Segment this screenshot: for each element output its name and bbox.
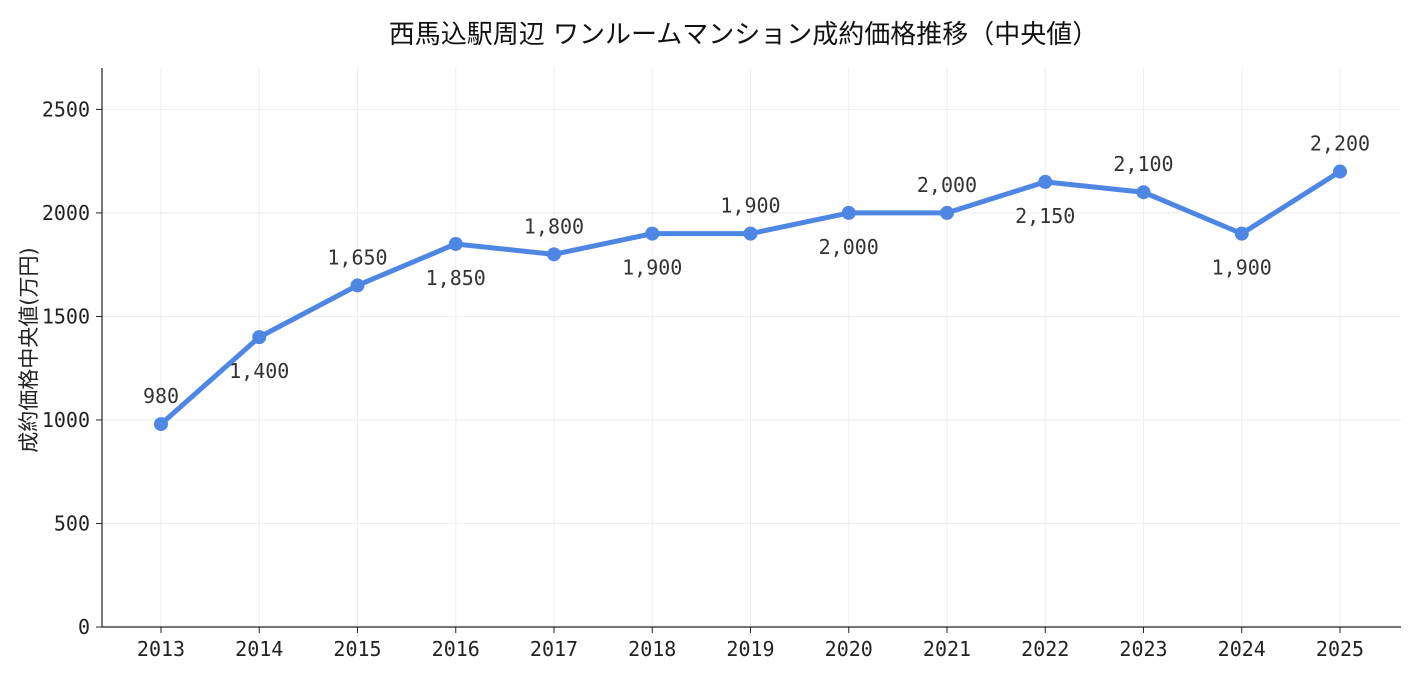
data-point — [940, 205, 954, 220]
data-label: 2,000 — [917, 173, 977, 197]
data-point — [1136, 185, 1151, 200]
chart-title: 西馬込駅周辺 ワンルームマンション成約価格推移（中央値） — [388, 20, 1099, 50]
x-tick-label: 2017 — [530, 637, 578, 661]
y-tick-label: 2500 — [42, 97, 90, 121]
x-tick-label: 2013 — [137, 637, 185, 661]
data-point — [252, 330, 267, 345]
data-label: 1,400 — [229, 359, 289, 383]
data-point — [645, 226, 660, 241]
y-tick-labels: 0 500 1000 1500 2000 2500 — [42, 97, 90, 639]
x-tick-labels: 2013 2014 2015 2016 2017 2018 2019 2020 2021 2022… — [137, 637, 1364, 661]
data-point — [743, 226, 758, 241]
data-labels: 980 1,400 1,650 1,850 1,800 1,900 1,900 2,000 2,… — [143, 132, 1370, 409]
y-tick-label: 1500 — [42, 304, 90, 328]
y-tick-label: 500 — [54, 511, 90, 535]
y-tick-label: 1000 — [42, 408, 90, 432]
data-label: 2,150 — [1015, 204, 1075, 228]
data-label: 2,000 — [819, 235, 879, 259]
axes — [96, 68, 1401, 633]
data-label: 2,200 — [1310, 132, 1370, 156]
x-tick-label: 2023 — [1119, 637, 1167, 661]
y-tick-label: 0 — [78, 615, 90, 639]
data-point — [547, 247, 561, 262]
x-tick-label: 2019 — [726, 637, 774, 661]
data-point — [1234, 226, 1249, 241]
x-tick-label: 2024 — [1218, 637, 1266, 661]
data-point — [350, 278, 365, 293]
data-point — [841, 205, 856, 220]
data-label: 1,900 — [720, 194, 780, 218]
data-label: 1,900 — [1212, 256, 1272, 280]
data-label: 2,100 — [1113, 152, 1173, 176]
y-tick-label: 2000 — [42, 201, 90, 225]
x-tick-label: 2016 — [432, 637, 480, 661]
x-tick-label: 2022 — [1021, 637, 1069, 661]
data-label: 1,850 — [426, 266, 486, 290]
data-label: 1,800 — [524, 214, 584, 238]
x-tick-label: 2025 — [1316, 637, 1364, 661]
data-label: 980 — [143, 384, 179, 408]
data-point — [154, 417, 168, 432]
x-tick-label: 2014 — [235, 637, 283, 661]
grid-lines — [102, 68, 1401, 627]
x-tick-label: 2021 — [923, 637, 971, 661]
data-label: 1,900 — [622, 256, 682, 280]
data-point — [1038, 174, 1053, 189]
x-tick-label: 2015 — [333, 637, 381, 661]
data-point — [1333, 164, 1347, 179]
x-tick-label: 2018 — [628, 637, 676, 661]
data-points — [154, 164, 1347, 432]
data-point — [448, 236, 463, 251]
data-label: 1,650 — [327, 245, 387, 269]
x-tick-label: 2020 — [825, 637, 873, 661]
